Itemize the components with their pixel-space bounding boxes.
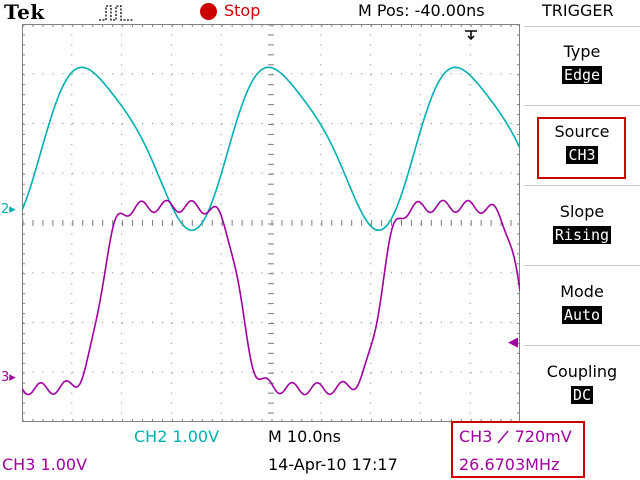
menu-type-label[interactable]: Type [563,42,601,61]
menu-divider [524,345,640,346]
horizontal-position: M Pos: -40.00ns [358,1,485,20]
menu-source-value[interactable]: CH3 [524,146,640,164]
ch3-waveform [22,199,520,396]
ch3-scale-readout: CH3 1.00V [2,455,88,474]
coupling-value-text: DC [570,386,594,404]
ch2-waveform [22,66,520,232]
timebase-readout: M 10.0ns [268,427,341,446]
trigger-level-text: 720mV [514,427,572,446]
menu-slope-value[interactable]: Rising [524,226,640,244]
frequency-readout: 26.6703MHz [459,455,560,474]
ch3-marker-label: 3 [1,370,10,385]
date-time-readout: 14-Apr-10 17:17 [268,455,398,474]
rising-edge-icon [497,430,510,444]
waveform-display [22,24,520,422]
menu-divider [524,26,640,27]
menu-source-label[interactable]: Source [554,122,610,141]
stop-indicator-icon [200,3,217,20]
trigger-level-marker-icon[interactable]: ◀ [508,335,518,350]
type-value-text: Edge [561,66,603,84]
menu-mode-value[interactable]: Auto [524,306,640,324]
menu-divider [524,265,640,266]
trigger-position-arrow-icon [465,30,477,40]
menu-title: TRIGGER [542,1,614,20]
pulse-waveform-icon [99,5,133,21]
menu-coupling-value[interactable]: DC [524,386,640,404]
trigger-source-text: CH3 [459,427,493,446]
ch2-scale-readout: CH2 1.00V [134,427,220,446]
ch2-marker-label: 2 [1,202,10,217]
ch2-ground-marker[interactable]: 2▸ [1,202,16,217]
menu-type-value[interactable]: Edge [524,66,640,84]
trigger-readout: CH3 720mV [459,427,572,446]
brand-logo: Tek [4,0,45,24]
selected-menu-highlight [537,117,626,179]
acquisition-status: Stop [224,1,261,20]
ch3-ground-marker[interactable]: 3▸ [1,370,16,385]
menu-divider [524,185,640,186]
slope-value-text: Rising [552,226,612,244]
menu-divider [524,105,640,106]
graticule [22,24,520,422]
mode-value-text: Auto [561,306,603,324]
source-value-text: CH3 [566,146,598,164]
menu-mode-label[interactable]: Mode [560,282,604,301]
menu-coupling-label[interactable]: Coupling [546,362,618,381]
trigger-readout-highlight [451,421,585,478]
menu-slope-label[interactable]: Slope [559,202,605,221]
